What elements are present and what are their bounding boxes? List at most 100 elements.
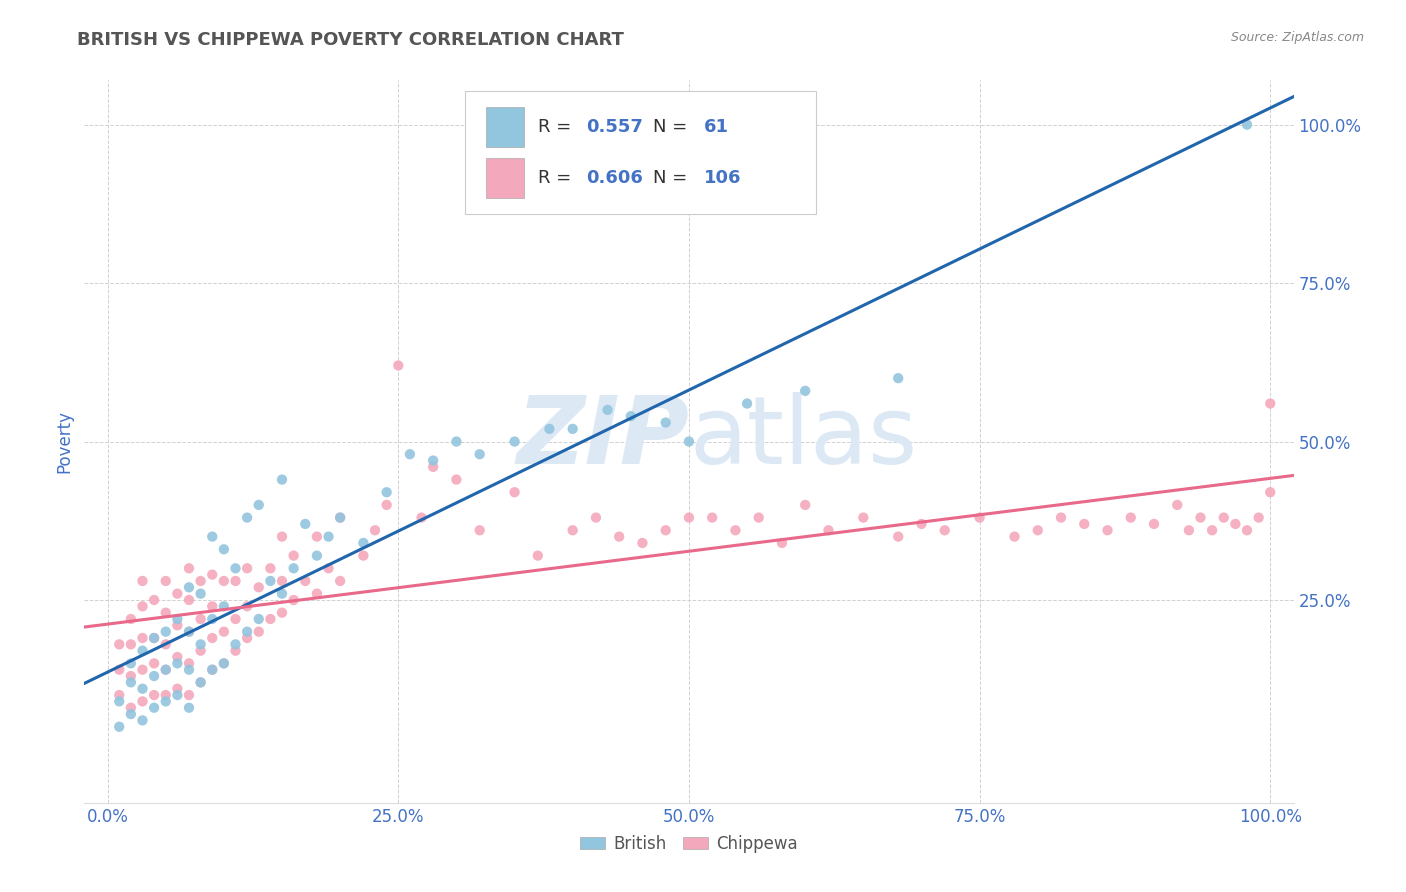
Point (1026, 523, 1049, 537)
Point (236, 561, 259, 575)
Point (177, 700, 200, 714)
Point (143, 593, 166, 607)
Point (236, 510, 259, 524)
Point (503, 434, 526, 449)
Point (852, 510, 875, 524)
Point (468, 523, 491, 537)
Point (364, 523, 387, 537)
Point (166, 688, 188, 702)
Point (422, 459, 444, 474)
Point (131, 574, 153, 588)
Point (247, 612, 270, 626)
Point (399, 447, 422, 461)
Point (1236, 523, 1258, 537)
Point (212, 574, 235, 588)
Point (794, 498, 817, 512)
Point (131, 663, 153, 677)
Point (143, 688, 166, 702)
Point (155, 663, 177, 677)
Point (155, 606, 177, 620)
FancyBboxPatch shape (486, 107, 524, 147)
Point (190, 612, 212, 626)
Point (620, 409, 643, 424)
Text: N =: N = (652, 118, 693, 136)
Point (177, 663, 200, 677)
Point (108, 663, 131, 677)
Point (201, 663, 224, 677)
Point (177, 561, 200, 575)
Point (411, 510, 433, 524)
Point (155, 624, 177, 639)
Point (212, 599, 235, 614)
Point (190, 574, 212, 588)
Point (259, 561, 281, 575)
Point (305, 549, 328, 563)
Point (271, 587, 294, 601)
Point (887, 371, 910, 385)
Point (108, 688, 131, 702)
Point (283, 561, 305, 575)
Point (201, 530, 224, 544)
Point (1119, 510, 1142, 524)
Point (1236, 118, 1258, 132)
Point (1189, 510, 1212, 524)
Text: ZIP: ZIP (516, 392, 689, 484)
Point (143, 631, 166, 645)
Point (131, 631, 153, 645)
Point (352, 549, 374, 563)
Point (735, 396, 758, 410)
Point (166, 657, 188, 671)
Point (247, 498, 270, 512)
Point (887, 530, 910, 544)
Point (561, 422, 583, 436)
FancyBboxPatch shape (486, 158, 524, 198)
Point (1073, 516, 1095, 531)
Legend: British, Chippewa: British, Chippewa (574, 828, 804, 860)
Point (503, 485, 526, 500)
Point (329, 510, 352, 524)
Point (190, 643, 212, 657)
Point (155, 694, 177, 708)
Point (375, 498, 398, 512)
Point (166, 612, 188, 626)
Point (212, 657, 235, 671)
Text: 0.557: 0.557 (586, 118, 643, 136)
Point (155, 663, 177, 677)
Text: 0.606: 0.606 (586, 169, 643, 187)
Point (155, 574, 177, 588)
Point (387, 359, 409, 373)
Point (155, 688, 177, 702)
Point (1258, 396, 1281, 410)
Point (1097, 523, 1119, 537)
Point (1212, 510, 1234, 524)
Point (236, 631, 259, 645)
Point (120, 700, 142, 714)
Point (131, 714, 153, 728)
Point (212, 542, 235, 557)
Point (108, 637, 131, 651)
Point (631, 536, 654, 550)
Point (283, 549, 305, 563)
Text: BRITISH VS CHIPPEWA POVERTY CORRELATION CHART: BRITISH VS CHIPPEWA POVERTY CORRELATION … (77, 31, 624, 49)
Point (120, 612, 142, 626)
Point (120, 669, 142, 683)
Point (422, 453, 444, 467)
Point (108, 694, 131, 708)
Point (271, 473, 294, 487)
Text: 106: 106 (703, 169, 741, 187)
Y-axis label: Poverty: Poverty (55, 410, 73, 473)
Text: atlas: atlas (689, 392, 917, 484)
Point (177, 657, 200, 671)
Point (131, 681, 153, 696)
Point (468, 447, 491, 461)
Point (294, 516, 316, 531)
Point (934, 523, 956, 537)
Point (305, 530, 328, 544)
Point (190, 637, 212, 651)
Point (201, 663, 224, 677)
Point (190, 675, 212, 690)
Point (166, 650, 188, 665)
Point (318, 561, 340, 575)
Point (177, 624, 200, 639)
Point (702, 510, 724, 524)
